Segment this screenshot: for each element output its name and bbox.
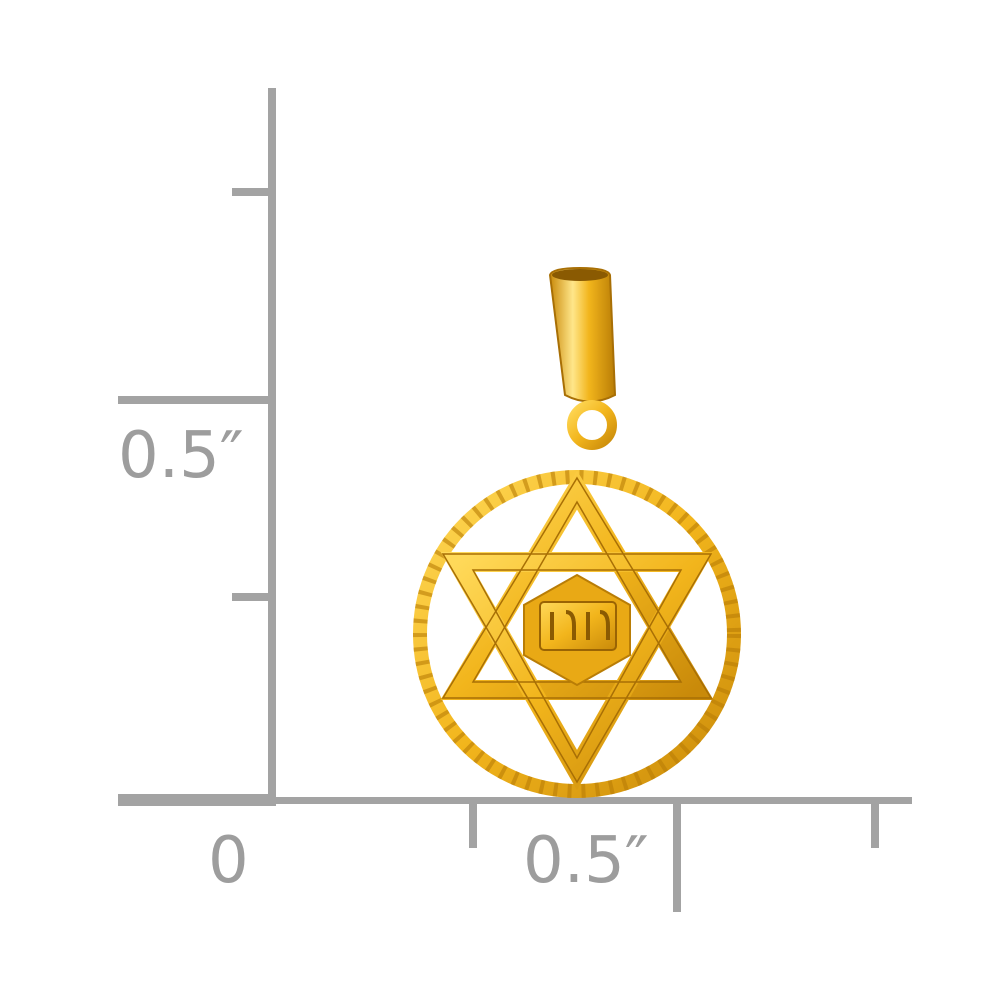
ruler-vertical-label: 0.5″ (118, 419, 244, 493)
ruler-tick (469, 800, 477, 848)
pendant-bail (548, 266, 617, 403)
ruler-horizontal-label: 0.5″ (523, 824, 649, 898)
ruler-tick (871, 800, 879, 848)
pendant-jump-ring (567, 400, 617, 450)
ruler-zero-label: 0 (208, 824, 249, 898)
ruler-horizontal-axis (276, 797, 912, 804)
ruler-tick (232, 188, 272, 196)
ruler-tick-major (118, 396, 272, 404)
hebrew-inscription (539, 601, 617, 651)
ruler-horizontal-axis-thick (118, 794, 276, 806)
ruler-tick-major (673, 800, 681, 912)
ruler (118, 88, 912, 912)
pendant (413, 266, 741, 798)
ruler-tick (232, 593, 272, 601)
star-of-david (440, 470, 714, 791)
ruler-vertical-axis (268, 88, 276, 804)
